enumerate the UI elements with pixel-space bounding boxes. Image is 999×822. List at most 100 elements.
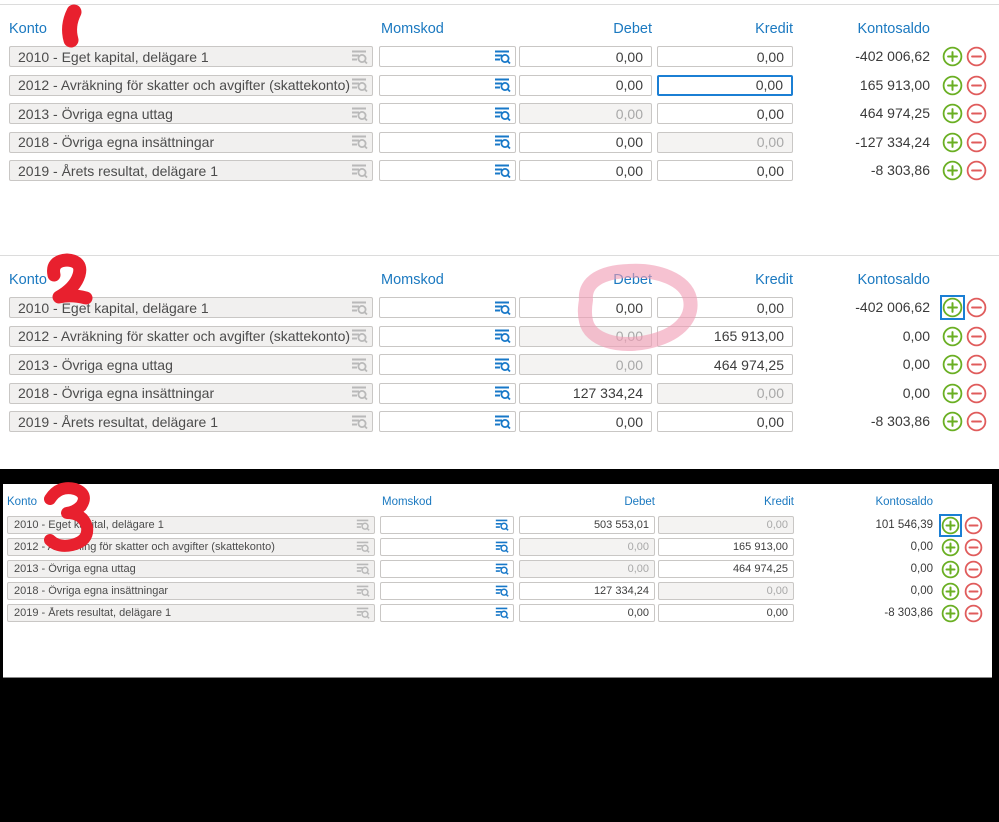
kredit-input[interactable]: 0,00 [657,46,793,67]
konto-field[interactable]: 2012 - Avräkning för skatter och avgifte… [9,74,373,96]
konto-field[interactable]: 2018 - Övriga egna insättningar [9,131,373,153]
add-row-button[interactable] [941,560,960,579]
momskod-lookup-icon[interactable] [495,585,509,597]
kredit-input[interactable]: 0,00 [657,103,793,124]
remove-row-button[interactable] [964,582,983,601]
momskod-lookup-icon[interactable] [494,135,511,150]
konto-lookup-icon[interactable] [351,357,368,372]
momskod-input[interactable] [379,325,516,347]
add-row-button[interactable] [942,383,963,404]
remove-row-button[interactable] [966,46,987,67]
add-row-button[interactable] [941,604,960,623]
momskod-input[interactable] [379,411,516,432]
momskod-input[interactable] [380,604,514,622]
add-row-button[interactable] [941,582,960,601]
kredit-input[interactable]: 165 913,00 [657,325,793,347]
kredit-input[interactable]: 464 974,25 [658,560,794,578]
konto-lookup-icon[interactable] [351,78,368,93]
momskod-input[interactable] [380,516,514,534]
remove-row-button[interactable] [966,383,987,404]
momskod-lookup-icon[interactable] [494,78,511,93]
konto-lookup-icon[interactable] [351,414,368,429]
remove-row-button[interactable] [966,326,987,347]
konto-lookup-icon[interactable] [351,135,368,150]
add-row-button[interactable] [942,103,963,124]
remove-row-button[interactable] [964,604,983,623]
remove-row-button[interactable] [966,354,987,375]
kredit-input[interactable]: 0,00 [657,411,793,432]
add-row-button[interactable] [941,538,960,557]
debet-input[interactable]: 0,00 [519,604,655,622]
momskod-lookup-icon[interactable] [494,386,511,401]
momskod-lookup-icon[interactable] [494,414,511,429]
kredit-input[interactable]: 0,00 [657,297,793,318]
add-row-button[interactable] [939,514,962,537]
momskod-lookup-icon[interactable] [494,49,511,64]
momskod-lookup-icon[interactable] [495,607,509,619]
konto-field[interactable]: 2013 - Övriga egna uttag [9,103,373,124]
momskod-input[interactable] [380,560,514,578]
konto-lookup-icon[interactable] [356,585,370,597]
konto-field[interactable]: 2019 - Årets resultat, delägare 1 [9,160,373,181]
momskod-input[interactable] [379,297,516,318]
debet-input[interactable]: 0,00 [519,297,652,318]
debet-input[interactable]: 0,00 [519,160,652,181]
konto-lookup-icon[interactable] [356,607,370,619]
konto-lookup-icon[interactable] [351,163,368,178]
momskod-input[interactable] [379,354,516,375]
konto-field[interactable]: 2010 - Eget kapital, delägare 1 [9,46,373,67]
debet-input[interactable]: 0,00 [519,46,652,67]
konto-field[interactable]: 2010 - Eget kapital, delägare 1 [7,516,375,534]
remove-row-button[interactable] [964,516,983,535]
momskod-lookup-icon[interactable] [494,329,511,344]
add-row-button[interactable] [942,411,963,432]
add-row-button[interactable] [942,75,963,96]
momskod-input[interactable] [379,382,516,404]
konto-field[interactable]: 2013 - Övriga egna uttag [7,560,375,578]
debet-input[interactable]: 0,00 [519,131,652,153]
debet-input[interactable]: 0,00 [519,74,652,96]
konto-lookup-icon[interactable] [351,49,368,64]
momskod-input[interactable] [380,538,514,556]
momskod-lookup-icon[interactable] [494,300,511,315]
momskod-lookup-icon[interactable] [494,106,511,121]
add-row-button[interactable] [942,132,963,153]
momskod-lookup-icon[interactable] [495,519,509,531]
konto-field[interactable]: 2018 - Övriga egna insättningar [9,382,373,404]
add-row-button[interactable] [942,160,963,181]
momskod-lookup-icon[interactable] [495,541,509,553]
konto-field[interactable]: 2019 - Årets resultat, delägare 1 [7,604,375,622]
add-row-button[interactable] [940,295,965,320]
momskod-input[interactable] [379,46,516,67]
remove-row-button[interactable] [964,560,983,579]
momskod-lookup-icon[interactable] [495,563,509,575]
kredit-input[interactable]: 0,00 [657,160,793,181]
add-row-button[interactable] [942,354,963,375]
konto-lookup-icon[interactable] [351,386,368,401]
konto-lookup-icon[interactable] [356,519,370,531]
konto-field[interactable]: 2019 - Årets resultat, delägare 1 [9,411,373,432]
konto-lookup-icon[interactable] [351,329,368,344]
kredit-input[interactable]: 165 913,00 [658,538,794,556]
konto-field[interactable]: 2018 - Övriga egna insättningar [7,582,375,600]
add-row-button[interactable] [942,326,963,347]
konto-lookup-icon[interactable] [356,563,370,575]
konto-lookup-icon[interactable] [351,300,368,315]
konto-field[interactable]: 2012 - Avräkning för skatter och avgifte… [9,325,373,347]
remove-row-button[interactable] [966,411,987,432]
remove-row-button[interactable] [966,297,987,318]
momskod-lookup-icon[interactable] [494,163,511,178]
momskod-input[interactable] [379,103,516,124]
kredit-input[interactable]: 0,00 [657,74,793,96]
momskod-input[interactable] [379,160,516,181]
konto-lookup-icon[interactable] [351,106,368,121]
debet-input[interactable]: 503 553,01 [519,516,655,534]
konto-lookup-icon[interactable] [356,541,370,553]
debet-input[interactable]: 127 334,24 [519,582,655,600]
momskod-input[interactable] [380,582,514,600]
konto-field[interactable]: 2010 - Eget kapital, delägare 1 [9,297,373,318]
remove-row-button[interactable] [966,132,987,153]
konto-field[interactable]: 2013 - Övriga egna uttag [9,354,373,375]
remove-row-button[interactable] [966,75,987,96]
momskod-input[interactable] [379,74,516,96]
